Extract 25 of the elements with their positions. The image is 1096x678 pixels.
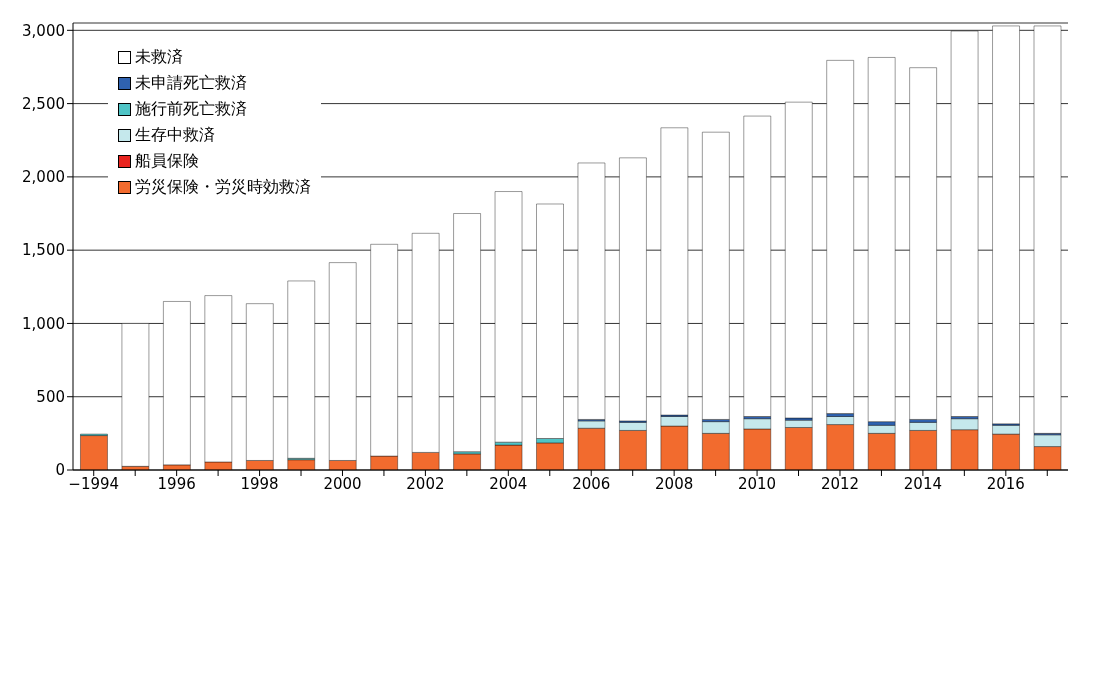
- legend-label: 施行前死亡救済: [135, 98, 247, 120]
- y-tick-label: 0: [55, 461, 65, 480]
- x-tick-label: −1994: [68, 474, 120, 493]
- y-tick-label: 1,000: [22, 314, 65, 333]
- legend-label: 未申請死亡救済: [135, 72, 247, 94]
- legend-label: 労災保険・労災時効救済: [135, 176, 311, 198]
- x-tick-label: 2012: [820, 474, 860, 493]
- x-tick-label: 2010: [737, 474, 777, 493]
- x-tick-label: 1998: [240, 474, 279, 493]
- legend-label: 船員保険: [135, 150, 199, 172]
- x-tick-label: 2016: [986, 474, 1025, 493]
- x-tick-label: 2002: [406, 474, 445, 493]
- y-tick-label: 2,000: [22, 168, 65, 187]
- y-tick-label: 3,000: [22, 21, 65, 40]
- x-tick-label: 2008: [655, 474, 694, 493]
- x-tick-label: 2000: [323, 474, 362, 493]
- x-tick-label: 1996: [157, 474, 196, 493]
- x-tick-label: 2004: [489, 474, 528, 493]
- y-tick-label: 500: [36, 388, 65, 407]
- y-tick-label: 2,500: [22, 94, 65, 113]
- legend-label: 未救済: [135, 46, 183, 68]
- x-tick-label: 2006: [572, 474, 611, 493]
- x-tick-label: 2014: [903, 474, 942, 493]
- legend-label: 生存中救済: [135, 124, 215, 146]
- y-tick-label: 1,500: [22, 241, 65, 260]
